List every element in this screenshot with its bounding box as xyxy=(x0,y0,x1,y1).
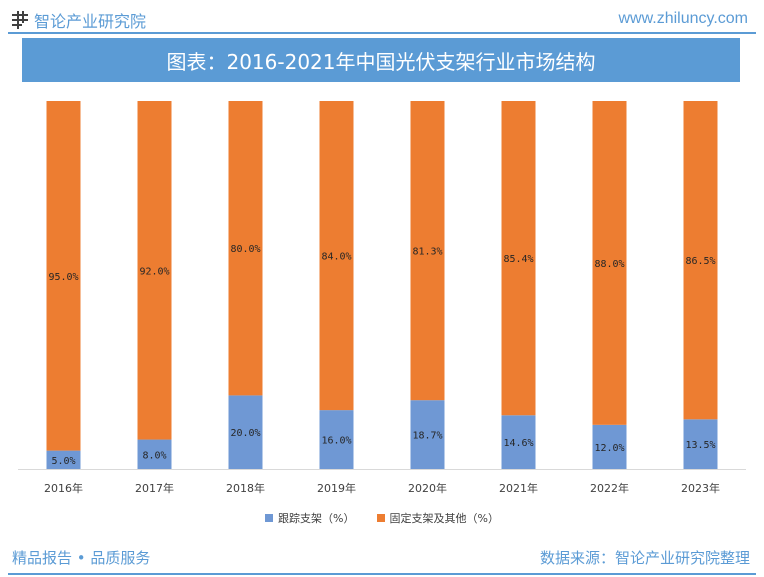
chart-legend: 跟踪支架（%） 固定支架及其他（%） xyxy=(0,510,764,526)
footer-source: 数据来源：智论产业研究院整理 xyxy=(539,549,750,567)
x-tick-label: 2022年 xyxy=(590,481,629,495)
brand-mark-icon xyxy=(12,11,28,29)
data-label-fixed: 92.0% xyxy=(139,266,169,277)
footer-divider xyxy=(8,573,756,575)
data-label-tracking: 20.0% xyxy=(230,428,260,439)
bar-fixed xyxy=(683,101,718,420)
bar-tracking xyxy=(319,410,354,469)
x-tick-label: 2023年 xyxy=(681,481,720,495)
bar-tracking xyxy=(501,415,536,469)
site-url: www.zhiluncy.com xyxy=(618,10,748,27)
data-label-fixed: 84.0% xyxy=(321,252,351,263)
data-label-fixed: 80.0% xyxy=(230,244,260,255)
chart-title: 图表：2016-2021年中国光伏支架行业市场结构 xyxy=(166,49,596,74)
bar-tracking xyxy=(137,439,172,469)
legend-swatch-tracking xyxy=(265,514,274,522)
bar-fixed xyxy=(319,101,354,411)
legend-label-fixed: 固定支架及其他（%） xyxy=(389,512,499,525)
data-label-tracking: 8.0% xyxy=(142,450,166,461)
x-tick-label: 2018年 xyxy=(226,481,265,495)
brand-logo: 智论产业研究院 xyxy=(10,8,146,32)
header-divider xyxy=(8,32,756,34)
chart-title-banner: 图表：2016-2021年中国光伏支架行业市场结构 xyxy=(22,38,740,82)
data-label-tracking: 14.6% xyxy=(503,438,533,449)
bar-fixed xyxy=(137,101,172,440)
data-label-fixed: 88.0% xyxy=(594,259,624,270)
footer-slogan: 精品报告 • 品质服务 xyxy=(12,549,151,567)
bar-fixed xyxy=(410,101,445,401)
bar-tracking xyxy=(592,424,627,469)
x-tick-label: 2016年 xyxy=(44,481,83,495)
bar-tracking xyxy=(683,419,718,469)
x-tick-label: 2019年 xyxy=(317,481,356,495)
data-label-fixed: 86.5% xyxy=(685,256,715,267)
legend-swatch-fixed xyxy=(376,514,385,522)
data-label-tracking: 16.0% xyxy=(321,436,351,447)
data-label-tracking: 18.7% xyxy=(412,431,442,442)
bar-tracking xyxy=(410,400,445,469)
legend-item-tracking: 跟踪支架（%） xyxy=(265,510,355,526)
brand-name: 智论产业研究院 xyxy=(34,12,147,31)
x-tick-label: 2020年 xyxy=(408,481,447,495)
data-label-tracking: 12.0% xyxy=(594,443,624,454)
data-label-fixed: 85.4% xyxy=(503,254,533,265)
bar-tracking xyxy=(228,395,263,469)
bar-tracking xyxy=(46,450,81,469)
bar-fixed xyxy=(501,101,536,416)
data-label-tracking: 5.0% xyxy=(51,456,75,467)
x-tick-label: 2021年 xyxy=(499,481,538,495)
bar-fixed xyxy=(228,101,263,396)
data-label-fixed: 95.0% xyxy=(48,272,78,283)
stacked-bar-chart: 5.0% 95.0% 2016年 8.0% 92.0% 2017年 20.0% 80.0% 20… xyxy=(18,101,746,495)
legend-label-tracking: 跟踪支架（%） xyxy=(278,512,355,525)
legend-item-fixed: 固定支架及其他（%） xyxy=(376,510,499,526)
data-label-fixed: 81.3% xyxy=(412,247,442,258)
bar-fixed xyxy=(592,101,627,425)
x-tick-label: 2017年 xyxy=(135,481,174,495)
data-label-tracking: 13.5% xyxy=(685,440,715,451)
bar-fixed xyxy=(46,101,81,451)
